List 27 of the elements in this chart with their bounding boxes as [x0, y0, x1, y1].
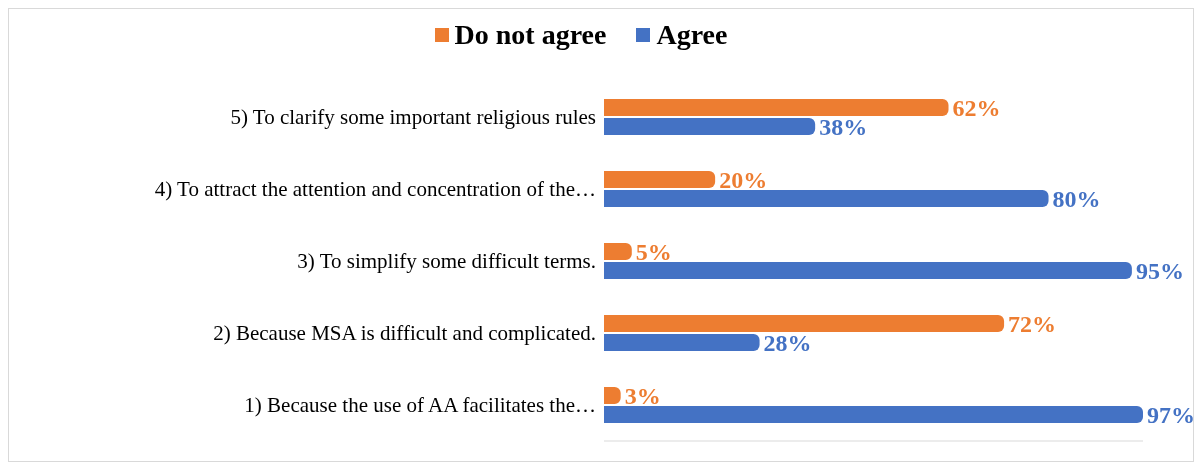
- data-label: 20%: [719, 167, 768, 194]
- bar: [604, 387, 621, 404]
- bar: [604, 243, 632, 260]
- data-label: 62%: [952, 95, 1001, 122]
- bar: [604, 190, 1049, 207]
- y-tick-label: 1) Because the use of AA facilitates the…: [244, 393, 596, 418]
- y-tick-label: 4) To attract the attention and concentration of the…: [154, 177, 596, 202]
- y-tick-label: 5) To clarify some important religious rules: [230, 105, 596, 130]
- bar: [604, 171, 716, 188]
- y-tick-label: 2) Because MSA is difficult and complicated.: [213, 321, 596, 346]
- y-tick-label: 3) To simplify some difficult terms.: [297, 249, 596, 274]
- bar: [604, 334, 760, 351]
- data-label: 95%: [1135, 258, 1184, 285]
- bar: [604, 406, 1143, 423]
- data-label: 97%: [1147, 402, 1195, 429]
- legend-label: Agree: [655, 19, 728, 51]
- data-label: 28%: [763, 330, 812, 357]
- data-label: 72%: [1008, 311, 1057, 338]
- data-label: 80%: [1052, 186, 1101, 213]
- bar: [604, 262, 1132, 279]
- data-label: 38%: [819, 114, 868, 141]
- bar: [604, 315, 1005, 332]
- data-label: 5%: [635, 239, 672, 266]
- bar: [604, 118, 816, 135]
- bar: [604, 99, 949, 116]
- data-label: 3%: [624, 383, 661, 410]
- legend-label: Do not agree: [453, 19, 607, 51]
